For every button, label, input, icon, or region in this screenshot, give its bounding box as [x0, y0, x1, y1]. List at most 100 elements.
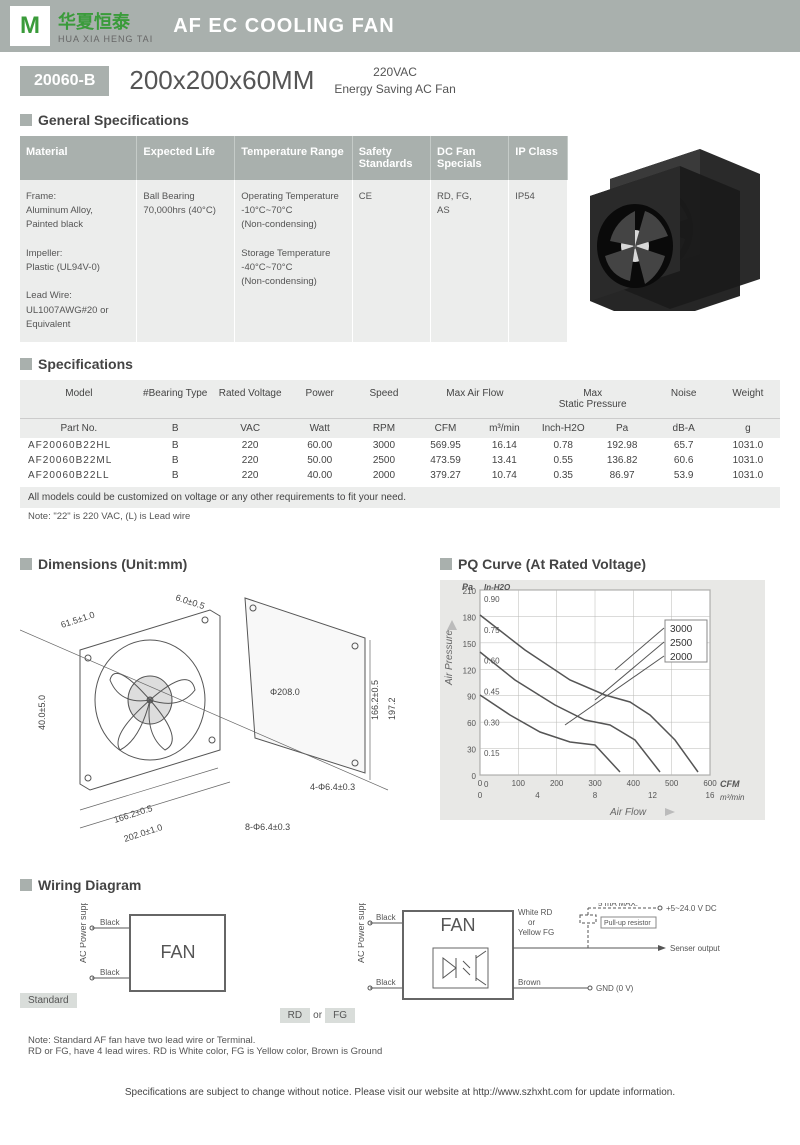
spec-row: AF20060B22MLB22050.002500473.5913.410.55…: [20, 453, 780, 468]
svg-text:Brown: Brown: [518, 978, 541, 987]
spec-cell: AF20060B22LL: [20, 468, 138, 483]
section-general: General Specifications: [20, 112, 780, 128]
spec-cell: 1031.0: [716, 438, 780, 453]
svg-text:30: 30: [467, 746, 476, 755]
spec-cell: 53.9: [652, 468, 716, 483]
gen-header: Safety Standards: [353, 136, 431, 180]
svg-text:GND (0 V): GND (0 V): [596, 984, 634, 993]
svg-text:2000: 2000: [670, 652, 693, 663]
section-wiring: Wiring Diagram: [20, 877, 780, 893]
svg-text:0: 0: [472, 772, 477, 781]
spec-cell: 60.00: [288, 438, 352, 453]
spec-cell: 50.00: [288, 453, 352, 468]
svg-text:0: 0: [478, 791, 483, 800]
gen-cell: RD, FG, AS: [431, 180, 509, 343]
svg-text:0.60: 0.60: [484, 657, 500, 666]
spec-cell: 65.7: [652, 438, 716, 453]
svg-text:100: 100: [512, 779, 526, 788]
spec-note: All models could be customized on voltag…: [20, 487, 780, 508]
svg-text:Φ208.0: Φ208.0: [270, 687, 300, 697]
gen-cell: Ball Bearing 70,000hrs (40°C): [137, 180, 235, 343]
gen-header: Expected Life: [137, 136, 235, 180]
spec-cell: B: [138, 438, 213, 453]
footer: Specifications are subject to change wit…: [20, 1087, 780, 1113]
svg-text:5 mA MAX.: 5 mA MAX.: [598, 903, 638, 908]
svg-text:0.30: 0.30: [484, 718, 500, 727]
svg-text:16: 16: [706, 791, 715, 800]
spec-subheader: Pa: [593, 419, 652, 438]
pq-chart: 3000 2500 2000 Air Pressure Air Flow Pa …: [440, 580, 765, 820]
svg-text:166.2±0.5: 166.2±0.5: [113, 803, 154, 825]
spec-subheader: m³/min: [475, 419, 534, 438]
svg-text:Pull-up resistor: Pull-up resistor: [604, 920, 651, 927]
svg-text:0.90: 0.90: [484, 595, 500, 604]
spec-header: Rated Voltage: [213, 380, 288, 418]
spec-cell: AF20060B22HL: [20, 438, 138, 453]
spec-header: Speed: [352, 380, 416, 418]
spec-cell: 379.27: [416, 468, 475, 483]
gen-header: Material: [20, 136, 137, 180]
svg-text:202.0±1.0: 202.0±1.0: [123, 822, 164, 844]
wiring-diagram: Standard AC Power supply Black Black FAN…: [20, 903, 780, 1027]
spec-subheader: dB-A: [652, 419, 716, 438]
spec-row: AF20060B22HLB22060.003000569.9516.140.78…: [20, 438, 780, 453]
spec-cell: AF20060B22ML: [20, 453, 138, 468]
svg-text:12: 12: [648, 791, 657, 800]
svg-text:+5~24.0 V DC: +5~24.0 V DC: [666, 904, 717, 913]
spec-cell: 1031.0: [716, 468, 780, 483]
or-text: or: [313, 1010, 322, 1021]
model-desc: 220VAC Energy Saving AC Fan: [334, 64, 455, 98]
svg-text:60: 60: [467, 719, 476, 728]
svg-text:AC Power supply: AC Power supply: [80, 903, 88, 963]
spec-cell: 40.00: [288, 468, 352, 483]
wiring-note: Note: Standard AF fan have two lead wire…: [20, 1035, 780, 1057]
model-row: 20060-B 200x200x60MM 220VAC Energy Savin…: [20, 64, 780, 98]
model-desc-text: Energy Saving AC Fan: [334, 81, 455, 98]
svg-text:3000: 3000: [670, 624, 693, 635]
svg-text:500: 500: [665, 779, 679, 788]
spec-cell: 60.6: [652, 453, 716, 468]
svg-text:Air Pressure: Air Pressure: [444, 630, 455, 686]
brand-en: HUA XIA HENG TAI: [58, 34, 153, 44]
spec-header: #Bearing Type: [138, 380, 213, 418]
spec-subheader: VAC: [213, 419, 288, 438]
svg-text:Black: Black: [376, 913, 397, 922]
svg-text:4-Φ6.4±0.3: 4-Φ6.4±0.3: [310, 782, 355, 792]
svg-text:Black: Black: [100, 968, 121, 977]
svg-text:300: 300: [588, 779, 602, 788]
svg-text:2500: 2500: [670, 638, 693, 649]
svg-text:120: 120: [463, 666, 477, 675]
fg-tag: FG: [325, 1008, 355, 1023]
svg-text:Air Flow: Air Flow: [609, 807, 647, 818]
svg-text:0: 0: [484, 780, 489, 789]
svg-text:Black: Black: [376, 978, 397, 987]
spec-table: Model#Bearing TypeRated VoltagePowerSpee…: [20, 380, 780, 522]
spec-subheader: RPM: [352, 419, 416, 438]
svg-text:AC Power supply: AC Power supply: [358, 903, 366, 963]
svg-text:0.45: 0.45: [484, 688, 500, 697]
general-table: MaterialExpected LifeTemperature RangeSa…: [20, 136, 568, 343]
svg-text:0.15: 0.15: [484, 749, 500, 758]
spec-cell: 2500: [352, 453, 416, 468]
spec-cell: 0.55: [534, 453, 593, 468]
logo: M: [10, 6, 50, 46]
svg-text:40.0±5.0: 40.0±5.0: [37, 695, 47, 730]
spec-cell: B: [138, 453, 213, 468]
svg-text:FAN: FAN: [160, 942, 195, 962]
section-pq: PQ Curve (At Rated Voltage): [440, 556, 780, 572]
spec-subheader: Watt: [288, 419, 352, 438]
spec-cell: 220: [213, 468, 288, 483]
svg-text:166.2±0.5: 166.2±0.5: [370, 680, 380, 720]
svg-text:600: 600: [703, 779, 717, 788]
gen-cell: IP54: [509, 180, 568, 343]
spec-header: Weight: [716, 380, 780, 418]
header: M 华夏恒泰 HUA XIA HENG TAI AF EC COOLING FA…: [0, 0, 800, 52]
svg-text:150: 150: [463, 640, 477, 649]
svg-text:CFM: CFM: [720, 779, 740, 789]
svg-text:180: 180: [463, 614, 477, 623]
spec-cell: 16.14: [475, 438, 534, 453]
model-voltage: 220VAC: [334, 64, 455, 81]
spec-subheader: g: [716, 419, 780, 438]
rd-tag: RD: [280, 1008, 310, 1023]
svg-text:6.0±0.5: 6.0±0.5: [174, 592, 206, 611]
